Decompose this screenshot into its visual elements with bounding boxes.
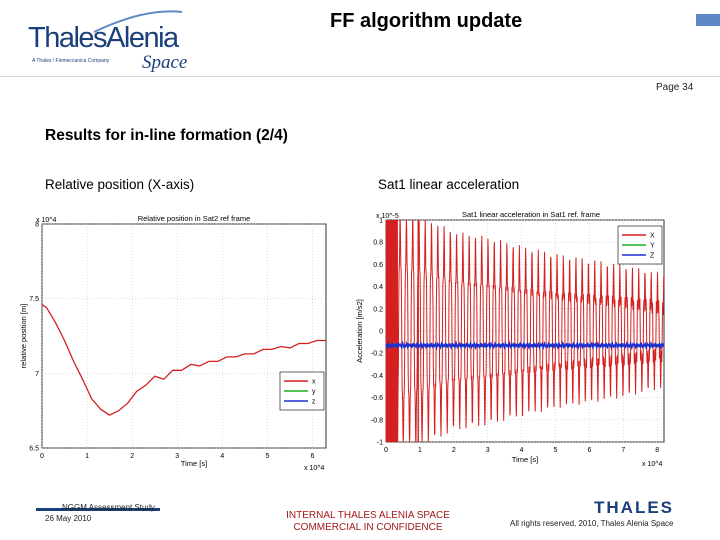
series-line-X bbox=[385, 219, 665, 443]
x-tick-label: 2 bbox=[452, 447, 456, 454]
logo-wordmark: ThalesAlenia bbox=[28, 22, 179, 54]
header-divider bbox=[0, 76, 720, 77]
x-tick-label: 0 bbox=[384, 447, 388, 454]
x-tick-label: 1 bbox=[85, 453, 89, 460]
y-tick-label: 0.4 bbox=[373, 284, 383, 291]
y-tick-label: -0.4 bbox=[371, 373, 383, 380]
company-logo: ThalesAlenia A Thales / Finmeccanica Com… bbox=[24, 6, 194, 76]
series-line-Z bbox=[385, 340, 665, 351]
thales-logo: THALES bbox=[594, 498, 674, 517]
x-tick-label: 3 bbox=[486, 447, 490, 454]
corner-accent-bar bbox=[696, 14, 720, 26]
x-tick-label: 3 bbox=[175, 453, 179, 460]
y-tick-label: 0.6 bbox=[373, 262, 383, 269]
y-tick-label: -0.6 bbox=[371, 395, 383, 402]
y-tick-label: -0.2 bbox=[371, 351, 383, 358]
confidentiality-line-1: INTERNAL THALES ALENIA SPACE bbox=[286, 510, 450, 521]
legend-label-Y: Y bbox=[650, 243, 655, 250]
y-axis-title: Acceleration [m/s2] bbox=[355, 299, 364, 363]
y-tick-label: 0 bbox=[379, 329, 383, 336]
right-chart-subtitle: Sat1 linear acceleration bbox=[378, 177, 520, 192]
confidentiality-line-2: COMMERCIAL IN CONFIDENCE bbox=[293, 522, 443, 533]
legend-label-X: X bbox=[650, 233, 655, 240]
x-tick-label: 5 bbox=[554, 447, 558, 454]
x-multiplier: x 10^4 bbox=[304, 465, 325, 472]
chart-title: Sat1 linear acceleration in Sat1 ref. fr… bbox=[462, 210, 600, 219]
y-tick-label: 1 bbox=[379, 218, 383, 225]
relative-position-plot: 0 1 2 3 4 5 6 6.5 7 7.5 8 Relative position in Sat2… bbox=[14, 210, 334, 472]
footer-accent-line bbox=[36, 508, 160, 511]
y-tick-label: 8 bbox=[35, 222, 39, 229]
x-tick-label: 2 bbox=[130, 453, 134, 460]
acceleration-chart: 0 1 2 3 4 5 6 7 8 -1 -0.8 -0.6 -0.4 -0.2 0 0.2 0.4 0.6 0.8… bbox=[355, 210, 665, 468]
y-tick-label: 6.5 bbox=[29, 446, 39, 453]
x-tick-label: 1 bbox=[418, 447, 422, 454]
y-multiplier: x 10^4 bbox=[36, 217, 57, 224]
x-tick-label: 0 bbox=[40, 453, 44, 460]
x-tick-label: 5 bbox=[265, 453, 269, 460]
x-tick-label: 8 bbox=[655, 447, 659, 454]
plot-area bbox=[41, 223, 327, 449]
chart-title: Relative position in Sat2 ref frame bbox=[138, 214, 251, 223]
y-tick-label: 0.8 bbox=[373, 240, 383, 247]
y-tick-label: -0.8 bbox=[371, 417, 383, 424]
y-tick-label: 7.5 bbox=[29, 296, 39, 303]
logo-swoosh-icon bbox=[93, 10, 183, 33]
page-number: Page 34 bbox=[656, 82, 694, 93]
section-heading: Results for in-line formation (2/4) bbox=[45, 127, 288, 144]
x-tick-label: 4 bbox=[220, 453, 224, 460]
acceleration-plot: 0 1 2 3 4 5 6 7 8 -1 -0.8 -0.6 -0.4 -0.2 0 0.2 0.4 0.6 0.8… bbox=[350, 206, 672, 472]
left-chart-subtitle: Relative position (X-axis) bbox=[45, 177, 195, 192]
x-multiplier: x 10^4 bbox=[642, 461, 663, 468]
legend-label-x: x bbox=[312, 379, 316, 386]
legend-label-z: z bbox=[312, 399, 316, 406]
x-tick-label: 4 bbox=[520, 447, 524, 454]
relative-position-chart: 0 1 2 3 4 5 6 6.5 7 7.5 8 Relative position in Sat2… bbox=[19, 214, 327, 472]
x-axis-title: Time [s] bbox=[181, 459, 207, 468]
x-tick-label: 6 bbox=[311, 453, 315, 460]
x-tick-label: 6 bbox=[587, 447, 591, 454]
footer-study-name: NGGM Assessment Study bbox=[62, 503, 155, 512]
slide-title: FF algorithm update bbox=[330, 10, 523, 32]
y-axis-title: relative position [m] bbox=[19, 304, 28, 369]
legend-label-Z: Z bbox=[650, 253, 655, 260]
logo-tagline: A Thales / Finmeccanica Company bbox=[32, 58, 110, 64]
x-axis-title: Time [s] bbox=[512, 455, 538, 464]
x-tick-label: 7 bbox=[621, 447, 625, 454]
logo-space-word: Space bbox=[142, 52, 188, 73]
confidentiality-notice: INTERNAL THALES ALENIA SPACE COMMERCIAL … bbox=[265, 510, 471, 534]
series-line-x bbox=[41, 304, 326, 416]
y-tick-label: -1 bbox=[377, 440, 383, 447]
y-multiplier: x 10^-5 bbox=[376, 213, 399, 220]
rights-notice: All rights reserved, 2010, Thales Alenia… bbox=[510, 519, 674, 528]
legend-label-y: y bbox=[312, 389, 316, 396]
y-tick-label: 0.2 bbox=[373, 306, 383, 313]
y-tick-label: 7 bbox=[35, 371, 39, 378]
footer-date: 26 May 2010 bbox=[45, 514, 92, 523]
